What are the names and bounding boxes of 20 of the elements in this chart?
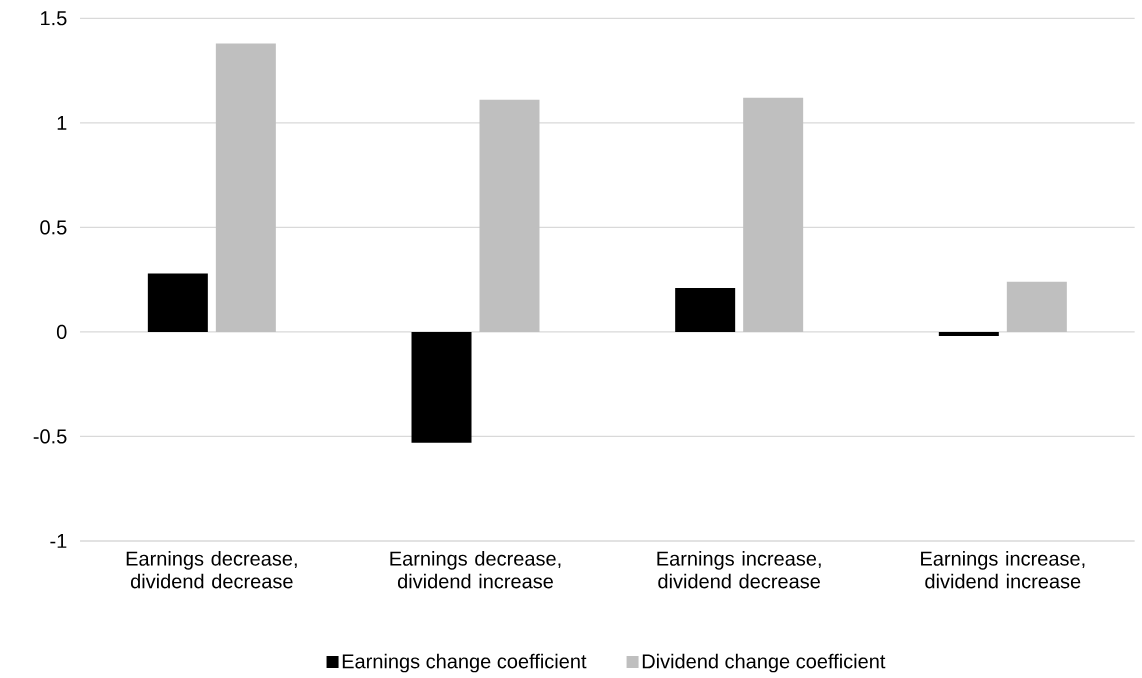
legend-label: Earnings change coefficient [342, 653, 587, 673]
bar [411, 331, 472, 443]
bar [1006, 281, 1067, 332]
bar [215, 43, 276, 332]
bar [938, 331, 999, 337]
y-tick-label: 1.5 [41, 11, 67, 26]
bar [479, 99, 540, 332]
y-tick-label: -0.5 [33, 429, 67, 444]
x-tick-label: Earnings decrease, dividend decrease [126, 551, 297, 589]
bar [743, 97, 804, 332]
x-tick-label: Earnings increase, dividend increase [921, 551, 1085, 589]
x-tick-label: Earnings decrease, dividend increase [390, 551, 561, 589]
y-tick-label: 1 [57, 115, 67, 130]
y-tick-label: -1 [50, 534, 67, 548]
bar [147, 273, 208, 332]
x-tick-label: Earnings increase, dividend decrease [657, 551, 821, 589]
y-tick-label: 0.5 [40, 220, 67, 235]
legend-label: Dividend change coefficient [642, 653, 886, 673]
y-tick-label: 0 [56, 324, 67, 339]
bar [675, 288, 736, 332]
